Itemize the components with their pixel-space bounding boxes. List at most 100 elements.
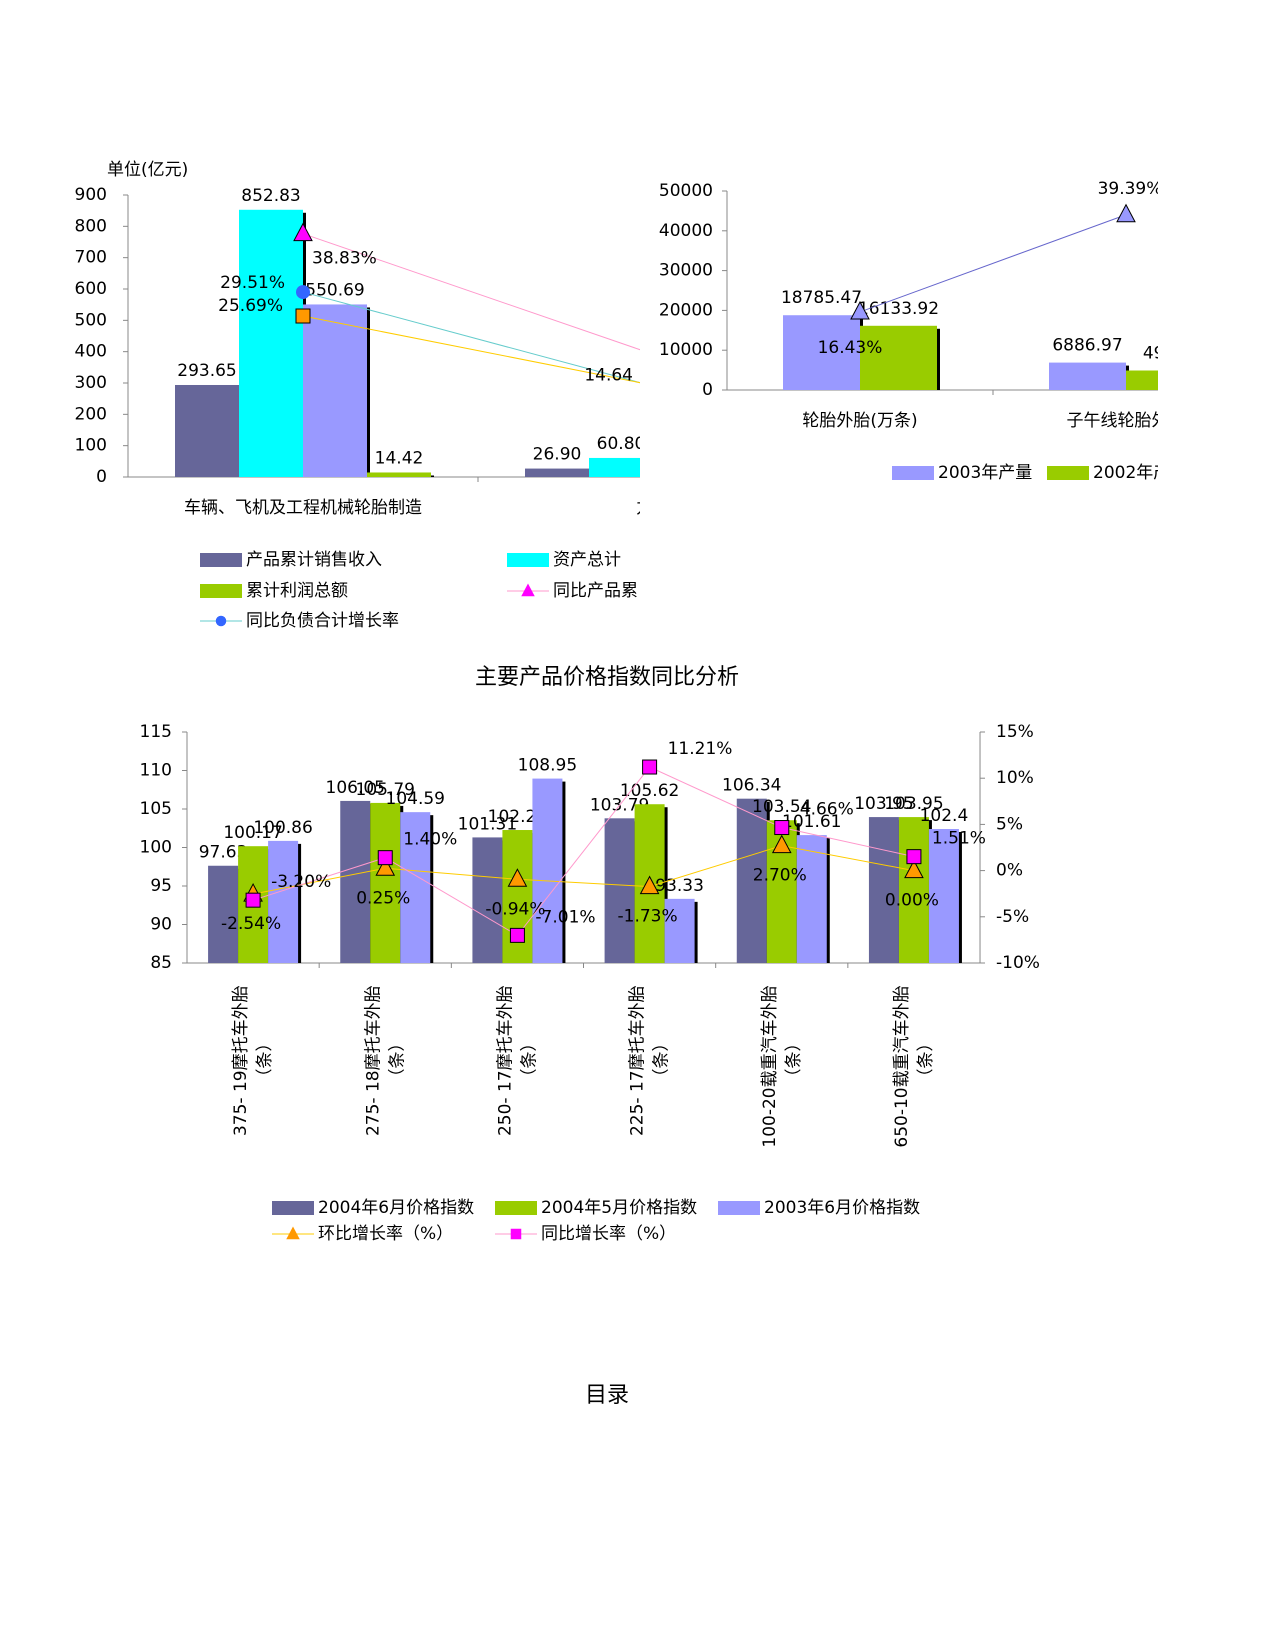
toc-heading: 目录 — [585, 1383, 629, 1408]
y-tick-label: 100 — [75, 436, 107, 456]
bar — [928, 829, 959, 963]
legend-swatch — [495, 1201, 537, 1215]
line-point — [509, 927, 525, 943]
bar — [472, 837, 503, 963]
y-tick-label: 100 — [140, 838, 172, 858]
legend-swatch — [200, 553, 242, 567]
unit-label: 单位(亿元) — [107, 160, 188, 180]
y2-tick-label: 10% — [996, 768, 1034, 788]
bar — [868, 817, 899, 963]
bar — [898, 817, 929, 963]
y2-tick-label: 0% — [996, 861, 1023, 881]
y-tick-label: 110 — [140, 761, 172, 781]
bar-shadow — [1202, 373, 1206, 390]
data-label: 103.95 — [854, 794, 913, 814]
data-label: 2.70% — [753, 866, 807, 886]
bar-shadow — [366, 307, 370, 477]
line-point — [850, 300, 870, 320]
data-label: 102.4 — [920, 806, 969, 826]
bar — [589, 457, 640, 477]
data-label: 38.83% — [312, 249, 377, 269]
legend-swatch — [1047, 466, 1089, 480]
data-label: 104.59 — [386, 789, 445, 809]
y-tick-label: 0 — [702, 380, 713, 400]
data-label: 0.25% — [356, 888, 410, 908]
line-point — [642, 759, 658, 775]
data-label: 852.83 — [241, 186, 300, 206]
data-label: 102.27 — [488, 807, 547, 827]
data-label: 101.61 — [782, 812, 841, 832]
y-tick-label: 95 — [150, 876, 172, 896]
bar — [532, 778, 563, 963]
x-tick-label: 225- 17摩托车外胎 （条） — [628, 980, 672, 1136]
data-label: 97.63 — [199, 843, 248, 863]
y-tick-label: 30000 — [659, 261, 713, 281]
y-tick-label: 300 — [75, 373, 107, 393]
data-label: -3.20% — [271, 872, 331, 892]
x-tick-label: 250- 17摩托车外胎 （条） — [495, 980, 539, 1136]
data-label: 4900 — [1143, 343, 1186, 363]
legend-label: 资产总计 — [553, 550, 621, 570]
bar — [1126, 370, 1158, 390]
legend-label: 累计利润总额 — [246, 581, 348, 601]
line-series — [302, 315, 640, 384]
bar — [664, 898, 695, 963]
legend-label: 2004年6月价格指数 — [318, 1198, 474, 1218]
line-point — [293, 222, 313, 242]
bar-shadow — [693, 901, 698, 963]
x-tick-label: 650-10载重汽车外胎 （条） — [892, 980, 936, 1148]
y-tick-label: 800 — [75, 216, 107, 236]
line-point — [375, 857, 396, 876]
data-label: 14.42 — [375, 448, 424, 468]
legend-label: 2004年5月价格指数 — [541, 1198, 697, 1218]
data-label: 105.62 — [620, 781, 679, 801]
y-tick-label: 20000 — [659, 300, 713, 320]
x-tick-label: 275- 18摩托车外胎 （条） — [363, 980, 407, 1136]
bar-shadow — [429, 815, 434, 963]
data-label: 14.64 — [584, 365, 633, 385]
bar-shadow — [663, 807, 668, 963]
legend-swatch — [892, 466, 934, 480]
data-label: 16133.92 — [858, 299, 939, 319]
y-tick-label: 105 — [140, 799, 172, 819]
y-tick-label: 90 — [150, 915, 172, 935]
line-point — [646, 379, 660, 393]
data-label: 106.05 — [326, 778, 385, 798]
bar — [208, 865, 239, 963]
data-label: 108.95 — [518, 756, 577, 776]
bar — [370, 802, 401, 963]
data-label: 26.90 — [533, 445, 582, 465]
data-label: 18785.47 — [781, 288, 862, 308]
bar — [340, 800, 371, 963]
data-label: 60.80 — [597, 434, 646, 454]
data-label: 100.86 — [253, 818, 312, 838]
data-label: 11.21% — [668, 739, 733, 759]
data-label: 93.33 — [655, 876, 704, 896]
data-label: 1.40% — [403, 830, 457, 850]
data-label: 39.39% — [1098, 179, 1163, 199]
line-series — [252, 766, 915, 937]
y-tick-label: 10000 — [659, 340, 713, 360]
line-point — [245, 892, 261, 908]
y-tick-label: 900 — [75, 185, 107, 205]
bar — [736, 798, 767, 963]
legend-swatch — [200, 584, 242, 598]
data-label: 293.65 — [177, 361, 236, 381]
bar — [268, 840, 299, 963]
line-point — [1116, 203, 1136, 223]
legend-swatch — [272, 1201, 314, 1215]
y-tick-label: 0 — [96, 467, 107, 487]
bar — [783, 315, 860, 390]
line-point — [377, 850, 393, 866]
data-label: -0.94% — [485, 899, 545, 919]
data-label: -1.73% — [618, 907, 678, 927]
y-tick-label: 700 — [75, 248, 107, 268]
bar-shadow — [825, 838, 830, 963]
y2-tick-label: 15% — [996, 722, 1034, 742]
x-tick-label: 力车 — [636, 498, 670, 518]
legend-marker — [521, 583, 535, 597]
legend-label: 2003年6月价格指数 — [764, 1198, 920, 1218]
y2-tick-label: -5% — [996, 907, 1029, 927]
